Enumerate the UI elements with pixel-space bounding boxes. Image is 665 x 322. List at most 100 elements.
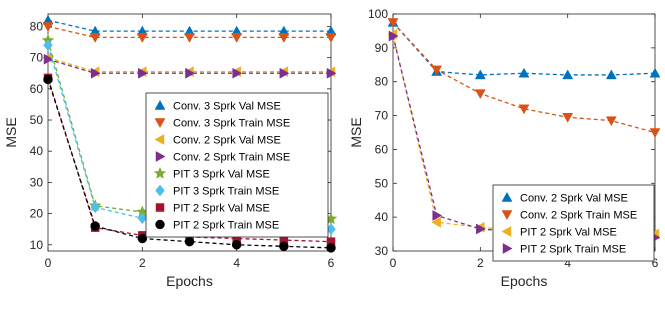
data-point [137, 212, 148, 225]
y-tick-label: 20 [30, 207, 44, 221]
y-tick-label: 50 [375, 176, 389, 190]
data-point [518, 104, 530, 115]
legend-marker [155, 203, 165, 212]
series-2 [387, 18, 661, 139]
data-point [649, 67, 661, 78]
data-point [431, 216, 441, 228]
y-tick-label: 70 [375, 109, 389, 123]
legend-marker [502, 243, 513, 254]
series-1 [387, 16, 661, 80]
legend-box [145, 92, 329, 238]
left-chart: 0 2 4 6 10 20 30 40 50 60 70 80 Epochs MSE Conv. 3 Spr… [3, 13, 338, 289]
legend-marker [501, 210, 513, 221]
data-point [89, 33, 101, 43]
x-tick-label: 0 [45, 256, 52, 270]
y-tick-label: 80 [30, 19, 44, 33]
data-point [184, 236, 195, 247]
data-point [90, 67, 101, 79]
y-tick-label: 60 [30, 82, 44, 96]
data-point [649, 128, 661, 139]
data-point [90, 201, 100, 214]
legend-marker [154, 118, 166, 129]
legend-label: PIT 2 Sprk Val MSE [520, 227, 617, 239]
legend-marker [501, 191, 513, 202]
y-tick-label: 60 [375, 142, 389, 156]
legend: Conv. 3 Sprk Val MSE Conv. 3 Sprk Train M… [145, 92, 329, 238]
legend-label: Conv. 2 Sprk Val MSE [173, 135, 281, 147]
data-point [137, 233, 148, 244]
data-point [185, 67, 196, 79]
y-axis-label: MSE [3, 117, 19, 147]
y-tick-label: 80 [375, 75, 389, 89]
y-tick-label: 40 [30, 144, 44, 158]
legend-label: PIT 2 Sprk Train MSE [173, 220, 279, 232]
legend-label: Conv. 2 Sprk Val MSE [520, 193, 628, 205]
data-point [43, 39, 53, 52]
data-point [43, 53, 54, 65]
x-tick-label: 6 [328, 256, 335, 270]
data-point [518, 67, 530, 78]
legend-label: Conv. 3 Sprk Train MSE [173, 118, 290, 130]
data-point [326, 67, 337, 79]
series-2 [42, 22, 337, 43]
legend-label: Conv. 2 Sprk Train MSE [173, 152, 290, 164]
data-point [231, 240, 242, 250]
data-point [184, 33, 195, 43]
y-tick-label: 50 [30, 113, 44, 127]
plot-frame [47, 13, 332, 252]
x-tick-label: 6 [652, 256, 659, 270]
data-point [605, 69, 617, 80]
x-axis-label: Epochs [166, 273, 213, 289]
data-point [90, 221, 100, 231]
data-point [138, 67, 148, 79]
y-tick-label: 70 [30, 51, 44, 65]
series-4 [43, 53, 337, 79]
legend-box [492, 184, 655, 262]
x-tick-label: 2 [139, 256, 146, 270]
data-point [279, 67, 290, 79]
data-point [562, 69, 574, 80]
y-tick-label: 100 [368, 7, 388, 21]
data-point [279, 241, 289, 252]
data-point [387, 18, 399, 28]
legend: Conv. 2 Sprk Val MSE Conv. 2 Sprk Train M… [492, 184, 655, 262]
data-point [476, 223, 486, 235]
data-point [562, 113, 574, 123]
data-point [42, 22, 54, 32]
data-point [231, 33, 243, 43]
data-point [43, 74, 53, 85]
data-point [474, 89, 486, 100]
legend-label: Conv. 2 Sprk Train MSE [520, 210, 637, 222]
legend-marker [501, 226, 512, 237]
legend-label: PIT 3 Sprk Train MSE [173, 186, 279, 198]
legend-label: PIT 3 Sprk Val MSE [173, 169, 270, 181]
data-point [278, 33, 290, 43]
legend-marker [155, 151, 166, 162]
legend-marker [154, 134, 165, 145]
series-8 [43, 74, 336, 253]
x-tick-label: 2 [477, 256, 484, 270]
legend-marker [155, 184, 165, 197]
data-point [325, 33, 337, 43]
data-point [431, 65, 443, 76]
legend-marker [154, 99, 166, 110]
x-tick-label: 0 [390, 256, 397, 270]
x-tick-label: 4 [233, 256, 240, 270]
series-1 [42, 14, 337, 36]
data-point [232, 67, 243, 79]
legend-label: PIT 2 Sprk Train MSE [520, 244, 626, 256]
y-tick-label: 90 [375, 41, 389, 55]
data-point [432, 210, 443, 221]
x-axis-label: Epochs [501, 273, 548, 289]
legend-marker [153, 166, 167, 179]
legend-marker [155, 219, 165, 230]
data-point [136, 33, 148, 43]
legend-label: Conv. 3 Sprk Val MSE [173, 101, 281, 113]
legend-label: PIT 2 Sprk Val MSE [173, 203, 270, 215]
x-tick-label: 4 [564, 256, 571, 270]
y-tick-label: 30 [375, 244, 389, 258]
y-tick-label: 30 [30, 175, 44, 189]
data-point [474, 69, 486, 80]
y-tick-label: 40 [375, 210, 389, 224]
